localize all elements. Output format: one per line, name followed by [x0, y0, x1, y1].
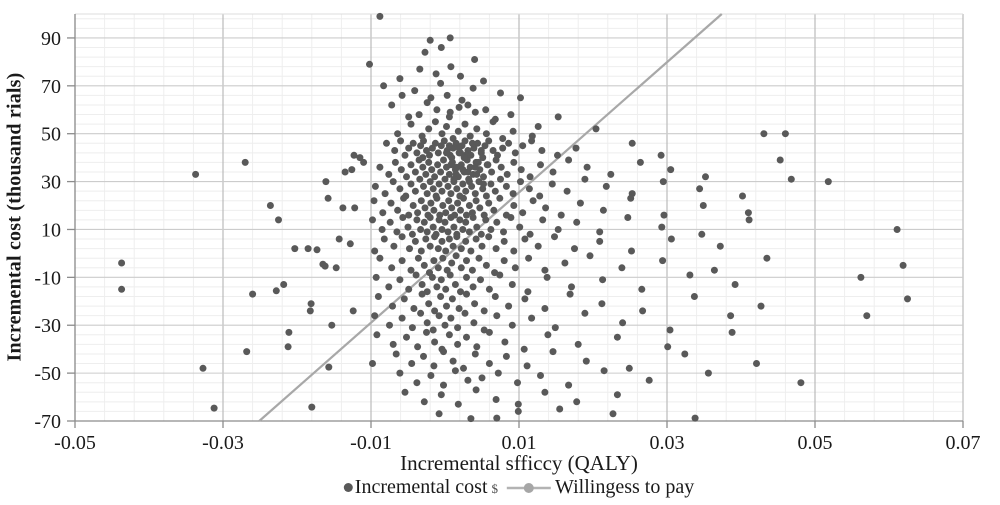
y-tick-label: 70: [41, 76, 61, 98]
chart-legend: Incremental cost $ Willingess to pay: [343, 476, 694, 499]
line-dot-marker-icon: [507, 482, 552, 493]
y-tick-label: -10: [34, 267, 61, 289]
x-axis-title: Incremental sfficcy (QALY): [400, 451, 638, 475]
scatter-points: [118, 12, 911, 423]
wtp-line: [258, 13, 723, 422]
axes: [67, 14, 964, 428]
legend-item-incremental-cost: Incremental cost $: [343, 476, 499, 499]
legend-label-willingness-to-pay: Willingess to pay: [555, 476, 695, 498]
y-axis-title: Incremental cost (thousand rials): [3, 72, 26, 362]
x-tick-label: -0.03: [202, 432, 244, 454]
y-tick-label: -50: [34, 363, 61, 385]
y-tick-label: 30: [41, 172, 61, 194]
x-tick-label: 0.03: [650, 432, 685, 454]
legend-label-incremental-cost: Incremental cost: [354, 476, 488, 498]
gridlines-major: [74, 13, 964, 422]
y-tick-labels: 90 70 50 30 10 -10 -30 -50 -70: [34, 28, 61, 433]
x-tick-label: -0.05: [54, 432, 96, 454]
dollar-suffix: $: [491, 480, 499, 496]
x-tick-label: -0.01: [350, 432, 392, 454]
y-tick-label: -30: [34, 315, 61, 337]
x-tick-label: 0.07: [946, 432, 981, 454]
x-tick-labels: -0.05 -0.03 -0.01 0.01 0.03 0.05 0.07: [54, 432, 980, 454]
y-tick-label: 50: [41, 124, 61, 146]
scatter-dot-icon: [343, 483, 353, 492]
x-tick-label: 0.05: [798, 432, 833, 454]
x-tick-label: 0.01: [502, 432, 537, 454]
y-tick-label: 10: [41, 219, 61, 241]
y-tick-label: 90: [41, 28, 61, 50]
legend-item-willingness-to-pay: Willingess to pay: [506, 476, 694, 499]
y-tick-label: -70: [34, 411, 61, 433]
